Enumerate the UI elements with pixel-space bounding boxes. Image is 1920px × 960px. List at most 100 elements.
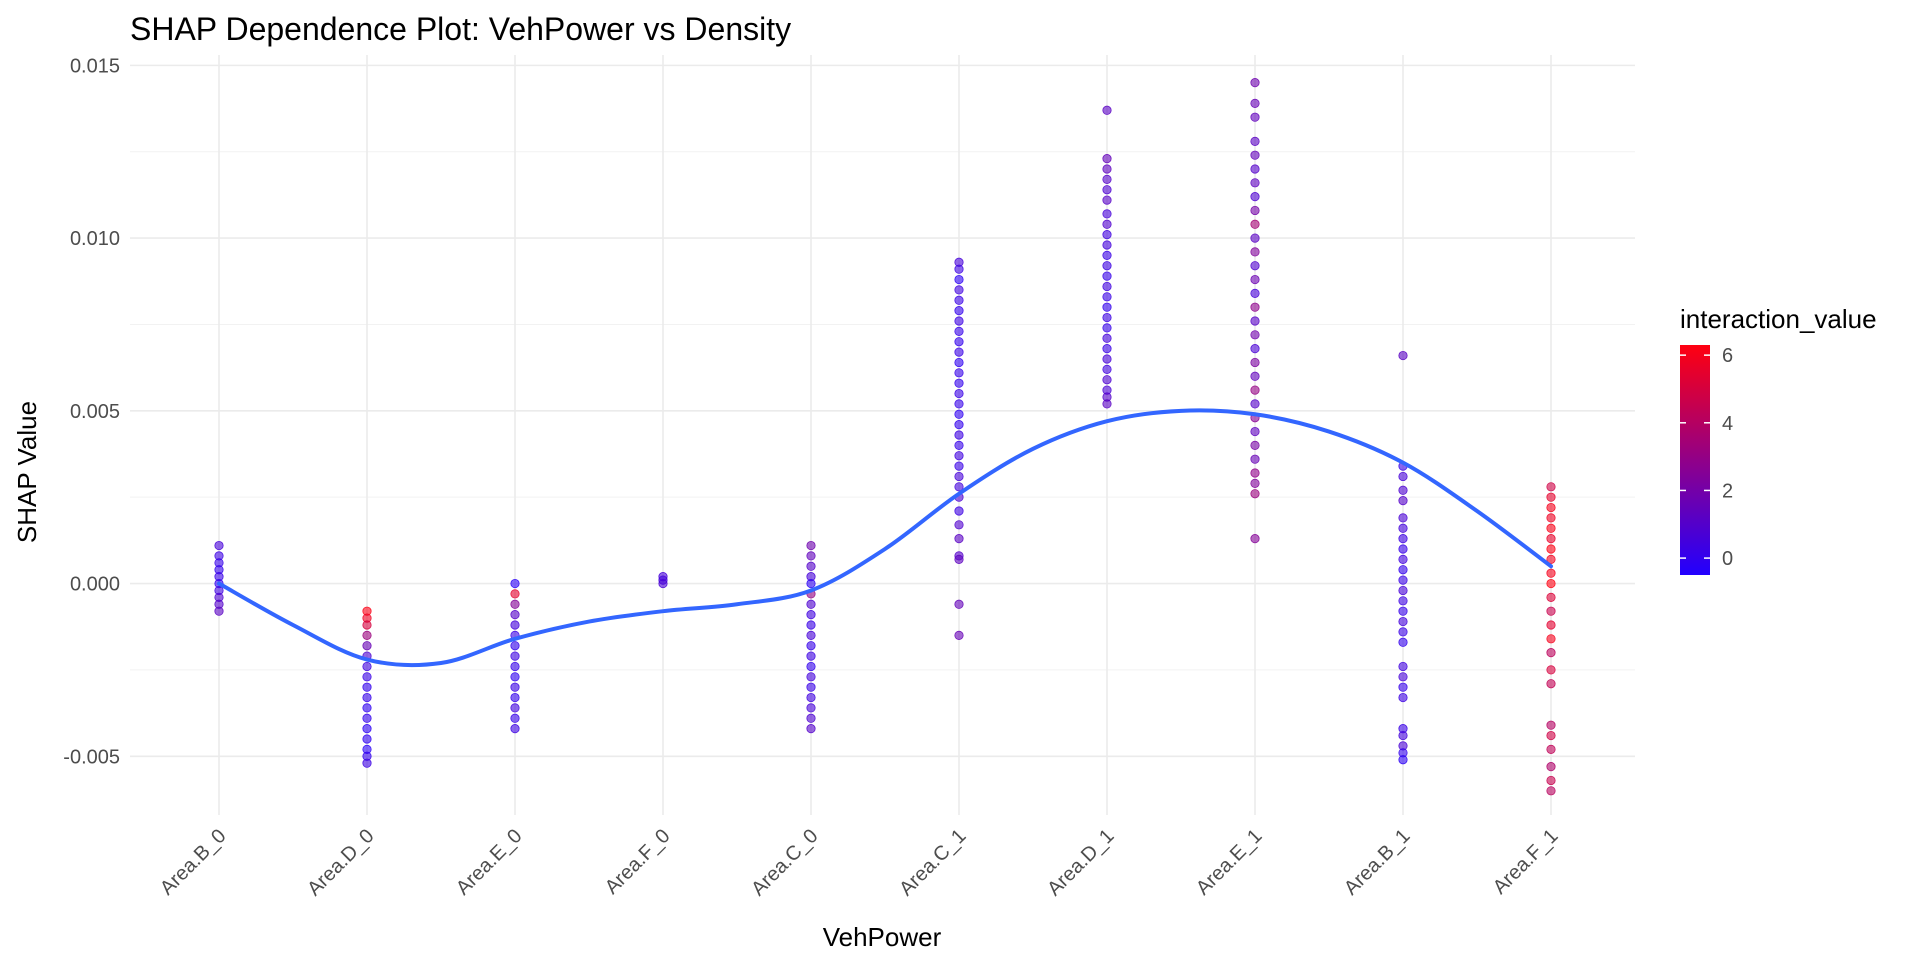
data-point <box>1102 354 1112 364</box>
data-point <box>1546 620 1556 630</box>
data-point <box>510 724 520 734</box>
data-point <box>954 599 964 609</box>
legend-tick-label: 6 <box>1722 345 1733 367</box>
data-point <box>806 641 816 651</box>
data-point <box>1398 350 1408 361</box>
data-point <box>362 703 372 713</box>
data-point <box>1546 482 1556 492</box>
data-point <box>806 620 816 630</box>
data-point <box>1546 578 1556 589</box>
color-legend: interaction_value 0 2 4 6 <box>1680 304 1877 575</box>
data-point <box>1102 219 1112 229</box>
data-point <box>1398 692 1408 703</box>
data-point <box>1102 364 1112 374</box>
data-point <box>1398 616 1408 627</box>
data-point <box>806 724 816 734</box>
x-tick-label: Area.C_1 <box>895 825 970 900</box>
data-point <box>1398 485 1408 495</box>
data-point <box>806 713 816 723</box>
data-point <box>1102 164 1112 174</box>
data-point <box>1250 205 1260 216</box>
data-point <box>1546 568 1556 578</box>
data-point <box>806 651 816 661</box>
data-point <box>1398 565 1408 575</box>
y-axis-ticks: -0.005 0.000 0.005 0.010 0.015 <box>63 55 120 768</box>
data-point <box>806 610 816 620</box>
data-point <box>214 606 224 616</box>
data-point <box>362 713 372 723</box>
data-point <box>954 264 964 274</box>
data-point <box>1250 468 1260 478</box>
data-point <box>1398 496 1408 506</box>
data-point <box>954 451 964 461</box>
data-point <box>1546 492 1556 502</box>
data-point <box>1102 209 1112 219</box>
data-point <box>1546 592 1556 602</box>
data-point <box>362 661 372 672</box>
legend-ticks: 0 2 4 6 <box>1680 345 1733 570</box>
data-point <box>1398 554 1408 564</box>
grid <box>130 55 1635 815</box>
data-point <box>362 620 372 630</box>
data-point <box>954 520 964 530</box>
data-point <box>510 620 520 630</box>
data-point <box>1250 261 1260 271</box>
data-point <box>1398 627 1408 637</box>
data-point <box>1102 281 1112 292</box>
data-point <box>1398 471 1408 482</box>
x-axis-ticks: Area.B_0 Area.D_0 Area.E_0 Area.F_0 Area.C_0… <box>156 825 1563 900</box>
data-point <box>954 409 964 419</box>
data-point <box>1398 637 1408 647</box>
data-points <box>214 78 1556 796</box>
smooth-curve-layer <box>217 408 1553 668</box>
data-point <box>1546 775 1556 786</box>
data-point <box>954 347 964 357</box>
data-point <box>954 306 964 316</box>
data-point <box>1546 744 1556 754</box>
data-point <box>954 506 964 516</box>
data-point <box>954 388 964 399</box>
data-point <box>1250 98 1260 108</box>
data-point <box>1250 357 1260 368</box>
legend-title: interaction_value <box>1680 304 1877 334</box>
legend-colorbar <box>1680 345 1710 575</box>
data-point <box>1250 371 1260 381</box>
data-point <box>1546 544 1556 554</box>
data-point <box>1250 178 1260 188</box>
data-point <box>954 378 964 388</box>
chart-title: SHAP Dependence Plot: VehPower vs Densit… <box>130 11 791 47</box>
legend-tick-label: 0 <box>1722 548 1733 570</box>
data-point <box>1546 665 1556 675</box>
data-point <box>954 357 964 368</box>
x-tick-label: Area.B_1 <box>1340 825 1415 900</box>
data-point <box>1546 502 1556 513</box>
data-point <box>1250 385 1260 395</box>
data-point <box>954 630 964 640</box>
data-point <box>1398 534 1408 544</box>
data-point <box>1546 648 1556 658</box>
data-point <box>806 551 816 561</box>
data-point <box>362 672 372 682</box>
data-point <box>510 672 520 682</box>
data-point <box>1102 302 1112 312</box>
data-point <box>1546 786 1556 796</box>
data-point <box>806 630 816 640</box>
y-tick-label: 0.000 <box>70 574 120 596</box>
x-tick-label: Area.E_1 <box>1192 825 1267 900</box>
data-point <box>1546 679 1556 689</box>
data-point <box>510 651 520 661</box>
data-point <box>1102 105 1112 115</box>
data-point <box>1250 440 1260 450</box>
data-point <box>806 703 816 713</box>
data-point <box>954 337 964 347</box>
data-point <box>954 285 964 295</box>
data-point <box>954 471 964 482</box>
data-point <box>954 295 964 305</box>
data-point <box>1102 240 1112 250</box>
data-point <box>1398 730 1408 741</box>
data-point <box>1546 513 1556 523</box>
x-tick-label: Area.F_1 <box>1489 825 1563 899</box>
data-point <box>1250 78 1260 88</box>
data-point <box>954 316 964 326</box>
data-point <box>1102 323 1112 333</box>
